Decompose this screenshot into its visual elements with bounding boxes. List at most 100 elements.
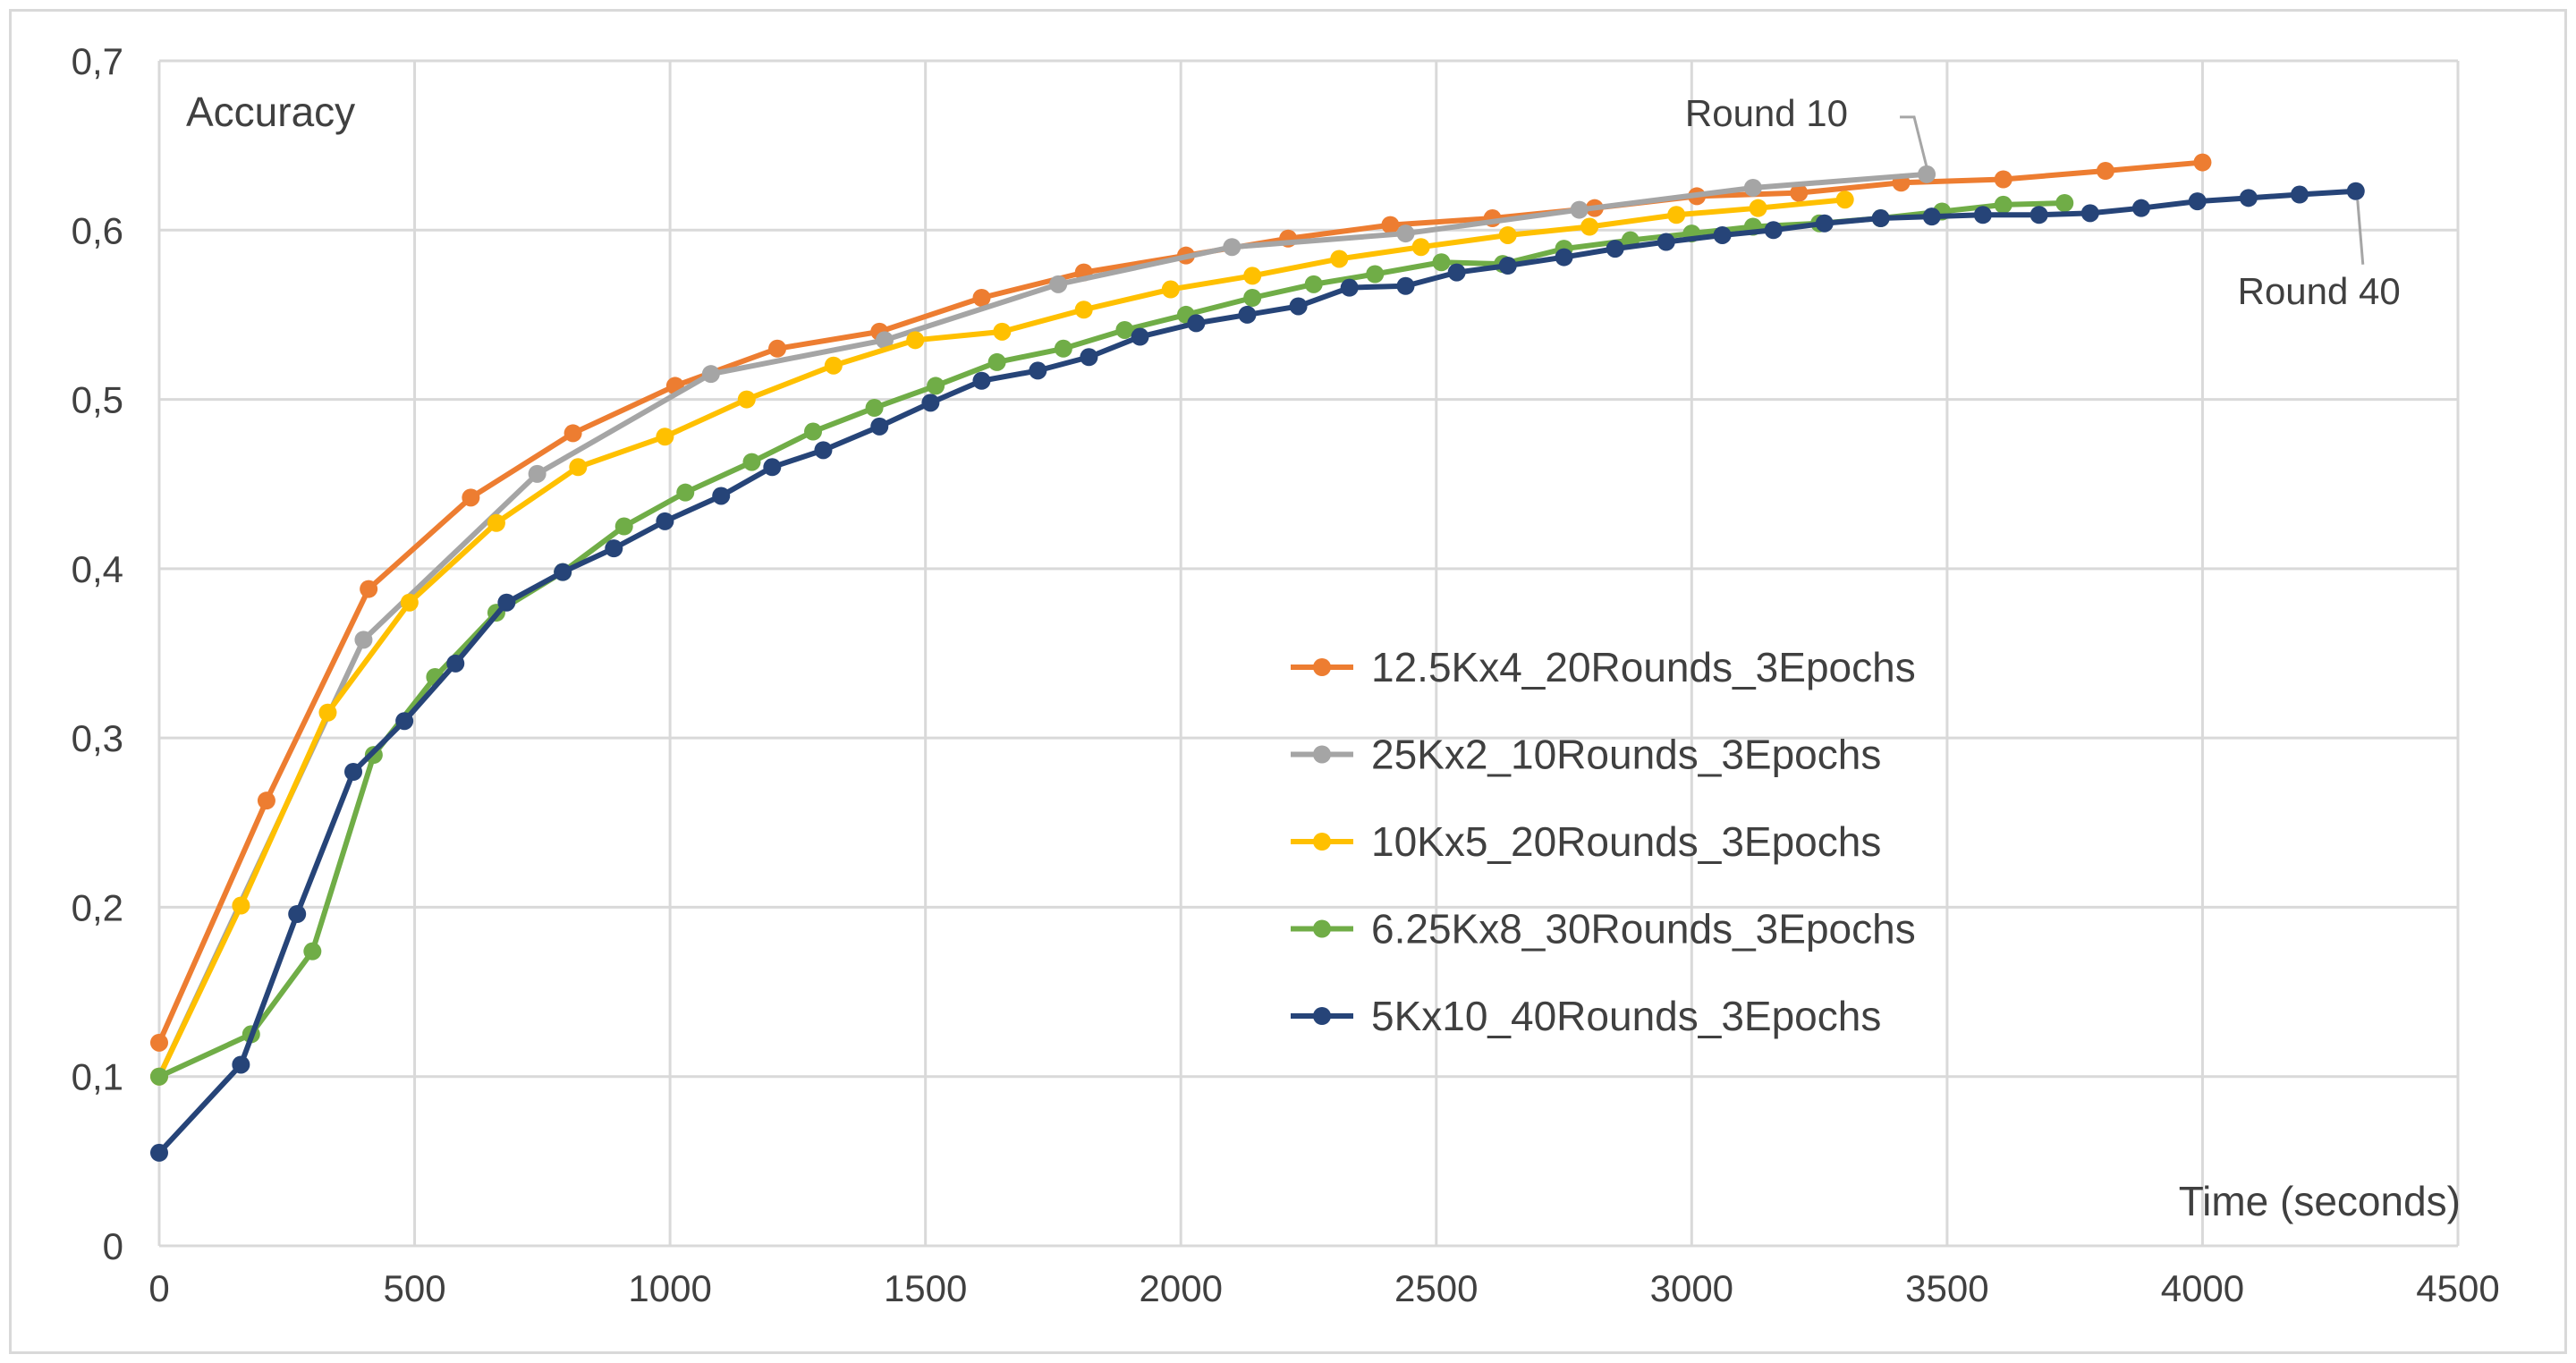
data-point bbox=[1994, 170, 2012, 189]
data-point bbox=[1131, 327, 1149, 346]
data-point bbox=[870, 417, 889, 436]
legend-label: 6.25Kx8_30Rounds_3Epochs bbox=[1371, 906, 1916, 952]
data-point bbox=[1764, 221, 1783, 240]
data-point bbox=[1187, 314, 1206, 333]
y-tick-label: 0,6 bbox=[72, 209, 123, 251]
data-point bbox=[528, 464, 547, 483]
data-point bbox=[1580, 217, 1599, 236]
x-tick-label: 2000 bbox=[1140, 1267, 1223, 1309]
data-point bbox=[804, 422, 823, 441]
x-tick-label: 1500 bbox=[884, 1267, 967, 1309]
data-point bbox=[1243, 289, 1262, 307]
x-tick-label: 500 bbox=[384, 1267, 446, 1309]
data-point bbox=[1973, 206, 1992, 224]
data-point bbox=[742, 453, 761, 471]
data-point bbox=[927, 377, 945, 395]
legend-label: 12.5Kx4_20Rounds_3Epochs bbox=[1371, 644, 1916, 690]
data-point bbox=[232, 1055, 250, 1074]
data-point bbox=[1570, 200, 1589, 219]
data-point bbox=[2193, 153, 2212, 172]
x-tick-label: 4500 bbox=[2416, 1267, 2499, 1309]
data-point bbox=[2188, 192, 2207, 211]
series-5 bbox=[150, 182, 2365, 1162]
data-point bbox=[1223, 238, 1241, 257]
data-point bbox=[446, 654, 465, 673]
data-point bbox=[814, 441, 833, 460]
data-point bbox=[2346, 182, 2365, 200]
annotation-label: Round 10 bbox=[1685, 92, 1848, 134]
data-point bbox=[1918, 165, 1936, 183]
y-tick-label: 0 bbox=[103, 1225, 123, 1267]
legend-entry: 25Kx2_10Rounds_3Epochs bbox=[1291, 732, 1881, 778]
data-point bbox=[1749, 199, 1767, 217]
data-point bbox=[2096, 162, 2114, 181]
legend-marker bbox=[1313, 919, 1331, 938]
legend-entry: 6.25Kx8_30Rounds_3Epochs bbox=[1291, 906, 1916, 952]
data-point bbox=[1815, 214, 1834, 233]
data-point bbox=[1657, 233, 1675, 251]
y-tick-label: 0,2 bbox=[72, 886, 123, 928]
legend-marker bbox=[1313, 833, 1331, 851]
data-point bbox=[1411, 238, 1430, 257]
data-point bbox=[2029, 206, 2048, 224]
data-point bbox=[676, 483, 695, 502]
data-point bbox=[993, 322, 1012, 341]
series-2 bbox=[150, 165, 1936, 1086]
data-point bbox=[1432, 253, 1451, 272]
annotation-leader-line bbox=[2356, 199, 2365, 265]
data-point bbox=[150, 1143, 168, 1162]
x-axis-title: Time (seconds) bbox=[2179, 1178, 2461, 1224]
data-point bbox=[288, 905, 307, 923]
data-point bbox=[2290, 185, 2309, 204]
data-point bbox=[921, 394, 940, 412]
data-point bbox=[1498, 257, 1517, 275]
data-point bbox=[1713, 225, 1732, 244]
y-tick-label: 0,3 bbox=[72, 717, 123, 759]
data-point bbox=[1835, 190, 1854, 209]
data-point bbox=[360, 580, 378, 598]
data-point bbox=[1238, 305, 1257, 324]
chart-area: 0 500 1000 1500 2000 2500 3000 3500 4000 4500 0 0,1… bbox=[9, 9, 2567, 1354]
legend-entry: 10Kx5_20Rounds_3Epochs bbox=[1291, 818, 1881, 865]
data-point bbox=[232, 896, 250, 915]
legend-entry: 5Kx10_40Rounds_3Epochs bbox=[1291, 993, 1881, 1039]
x-tick-label: 3500 bbox=[1905, 1267, 1988, 1309]
legend: 12.5Kx4_20Rounds_3Epochs 25Kx2_10Rounds_3… bbox=[1291, 644, 1916, 1039]
data-point bbox=[865, 399, 884, 418]
legend-label: 10Kx5_20Rounds_3Epochs bbox=[1371, 818, 1881, 865]
data-point bbox=[656, 512, 674, 530]
data-point bbox=[656, 428, 674, 446]
annotation-label: Round 40 bbox=[2238, 270, 2401, 312]
annotation-leader-line bbox=[1900, 115, 1928, 168]
data-point bbox=[1054, 339, 1072, 358]
legend-marker bbox=[1313, 1007, 1331, 1025]
line-chart: 0 500 1000 1500 2000 2500 3000 3500 4000 4500 0 0,1… bbox=[72, 40, 2500, 1309]
x-tick-label: 1000 bbox=[628, 1267, 711, 1309]
data-point bbox=[987, 352, 1006, 371]
legend-label: 5Kx10_40Rounds_3Epochs bbox=[1371, 993, 1881, 1039]
data-point bbox=[824, 356, 843, 375]
data-point bbox=[875, 331, 894, 350]
data-point bbox=[1080, 348, 1098, 367]
data-point bbox=[1790, 183, 1809, 202]
y-tick-label: 0,1 bbox=[72, 1056, 123, 1098]
data-point bbox=[150, 1067, 168, 1086]
data-point bbox=[150, 1033, 168, 1052]
legend-marker bbox=[1313, 658, 1331, 676]
data-point bbox=[487, 513, 505, 532]
legend-entry: 12.5Kx4_20Rounds_3Epochs bbox=[1291, 644, 1916, 690]
data-point bbox=[318, 703, 337, 722]
y-tick-label: 0,4 bbox=[72, 548, 123, 590]
data-point bbox=[395, 712, 414, 731]
data-point bbox=[2080, 204, 2099, 223]
data-point bbox=[400, 593, 419, 612]
data-point bbox=[1606, 240, 1624, 258]
data-point bbox=[2055, 194, 2074, 212]
data-point bbox=[1381, 216, 1400, 234]
data-point bbox=[768, 339, 787, 358]
y-tick-label: 0,7 bbox=[72, 40, 123, 82]
data-point bbox=[257, 792, 275, 810]
x-tick-label: 0 bbox=[148, 1267, 169, 1309]
legend-marker bbox=[1313, 745, 1331, 764]
data-point bbox=[605, 539, 623, 558]
